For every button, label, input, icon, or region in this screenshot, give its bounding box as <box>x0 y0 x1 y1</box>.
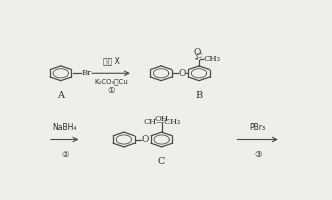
Text: PBr₃: PBr₃ <box>250 123 266 132</box>
Text: OH: OH <box>154 115 169 123</box>
Text: NaBH₄: NaBH₄ <box>52 123 77 132</box>
Text: ①: ① <box>107 86 115 95</box>
Text: C: C <box>196 52 202 60</box>
Text: A: A <box>57 91 64 100</box>
Text: O: O <box>141 135 148 144</box>
Text: O: O <box>178 69 186 78</box>
Text: 试剑 X: 试剑 X <box>103 57 120 66</box>
Text: C: C <box>158 157 165 166</box>
Text: CH—CH₃: CH—CH₃ <box>143 118 180 126</box>
Text: O: O <box>193 48 201 57</box>
Text: CH₃: CH₃ <box>203 55 220 63</box>
Text: ②: ② <box>61 150 68 159</box>
Text: K₂CO₃，Cu: K₂CO₃，Cu <box>94 78 128 85</box>
Text: Br: Br <box>82 69 92 77</box>
Text: ③: ③ <box>254 150 261 159</box>
Text: B: B <box>195 91 203 100</box>
